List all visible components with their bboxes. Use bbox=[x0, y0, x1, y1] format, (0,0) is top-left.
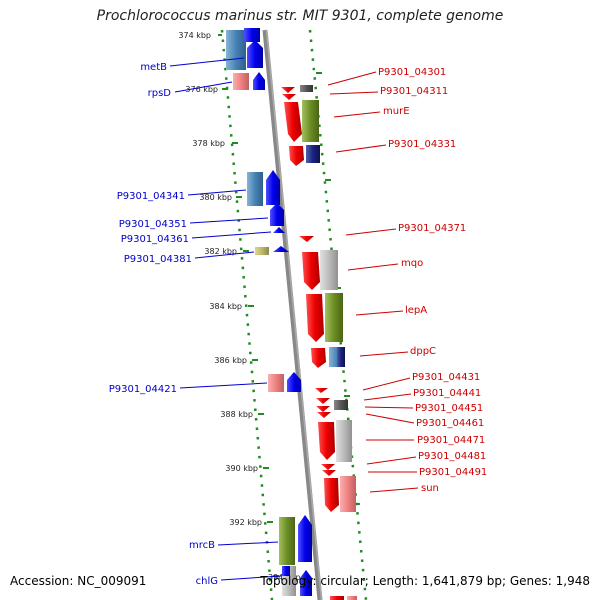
label-dppC: dppC bbox=[410, 346, 436, 357]
gene-P9301_04381-block bbox=[255, 247, 269, 255]
right-gene-track bbox=[281, 85, 357, 600]
right-gene-labels: P9301_04301 P9301_04311 murE P9301_04331… bbox=[378, 67, 487, 494]
label-metB: metB bbox=[140, 62, 167, 73]
gene-P9301_04421-block bbox=[268, 374, 284, 392]
label-P9301_04451: P9301_04451 bbox=[415, 403, 483, 414]
scale-label-376: 376 kbp bbox=[185, 85, 218, 94]
label-P9301_04381: P9301_04381 bbox=[124, 254, 192, 265]
label-lepA: lepA bbox=[405, 305, 427, 316]
gene-P9301_04431 bbox=[315, 388, 328, 393]
gene-P9301_04311-a bbox=[281, 87, 295, 93]
gene-P9301_04481 bbox=[321, 464, 335, 470]
gene-P9301_04471-arrow bbox=[318, 422, 335, 460]
label-chlG: chlG bbox=[196, 576, 218, 587]
label-P9301_04461: P9301_04461 bbox=[416, 418, 484, 429]
label-P9301_04431: P9301_04431 bbox=[412, 372, 480, 383]
label-P9301_04441: P9301_04441 bbox=[413, 388, 481, 399]
scale-label-378: 378 kbp bbox=[192, 139, 225, 148]
label-P9301_04481: P9301_04481 bbox=[418, 451, 486, 462]
left-leader-lines bbox=[169, 57, 282, 581]
gene-P9301_04331-arrow bbox=[289, 146, 304, 166]
scale-label-382: 382 kbp bbox=[204, 247, 237, 256]
scale-label-392: 392 kbp bbox=[229, 518, 262, 527]
label-sun: sun bbox=[421, 483, 439, 494]
gene-P9301_04421-arrow bbox=[287, 372, 301, 392]
gene-P9301_04461 bbox=[317, 412, 331, 418]
label-mqo: mqo bbox=[401, 258, 423, 269]
gene-P9301_04451 bbox=[316, 406, 330, 412]
gene-P9301_04301 bbox=[300, 85, 313, 92]
genome-title: Prochlorococcus marinus str. MIT 9301, c… bbox=[96, 8, 504, 24]
label-P9301_04331: P9301_04331 bbox=[388, 139, 456, 150]
label-murE: murE bbox=[383, 106, 410, 117]
gene-lepA-arrow bbox=[306, 294, 324, 342]
label-P9301_04361: P9301_04361 bbox=[121, 234, 189, 245]
label-P9301_04311: P9301_04311 bbox=[380, 86, 448, 97]
scale-label-380: 380 kbp bbox=[199, 193, 232, 202]
scale-label-386: 386 kbp bbox=[214, 356, 247, 365]
gene-P9301_04341-arrow bbox=[266, 170, 280, 205]
label-P9301_04301: P9301_04301 bbox=[378, 67, 446, 78]
scale-label-374: 374 kbp bbox=[178, 31, 211, 40]
gene-metB-arrow bbox=[247, 40, 263, 68]
left-gene-labels: metB rpsD P9301_04341 P9301_04351 P9301_… bbox=[109, 62, 218, 587]
right-leader-lines bbox=[327, 71, 419, 493]
gene-sun-arrow bbox=[324, 478, 339, 512]
backbone bbox=[262, 29, 323, 600]
gene-murE-block bbox=[302, 100, 319, 142]
gene-dppC-arrow bbox=[311, 348, 326, 368]
label-P9301_04371: P9301_04371 bbox=[398, 223, 466, 234]
gene-mqo-block bbox=[320, 250, 338, 290]
gene-P9301_04491 bbox=[322, 470, 336, 476]
gene-lepA-block bbox=[325, 293, 343, 342]
left-gene-track bbox=[226, 28, 312, 596]
gene-metB-block bbox=[226, 30, 246, 70]
gene-sun-block bbox=[340, 476, 356, 512]
gene-rpsD-arrow bbox=[253, 72, 265, 90]
gene-P9301_04441 bbox=[316, 398, 330, 404]
scale-label-384: 384 kbp bbox=[209, 302, 242, 311]
gene-murE-arrow bbox=[284, 102, 302, 142]
label-rpsD: rpsD bbox=[148, 88, 172, 99]
genome-summary: Topology: circular; Length: 1,641,879 bp… bbox=[260, 574, 590, 588]
gene-P9301_04341-block bbox=[247, 172, 263, 206]
gene-P9301_04381-arrow bbox=[273, 246, 289, 252]
gene-mrcB-arrow bbox=[298, 515, 312, 562]
gene-P9301_04371 bbox=[299, 236, 314, 242]
accession-text: Accession: NC_009091 bbox=[10, 574, 147, 588]
gene-P9301_04351 bbox=[270, 203, 284, 226]
gene-mrcB-block bbox=[279, 517, 295, 565]
gene-mqo-arrow bbox=[302, 252, 320, 290]
gene-P9301_04361 bbox=[273, 227, 285, 233]
scale-labels: 374 kbp 376 kbp 378 kbp 380 kbp 382 kbp … bbox=[178, 31, 300, 582]
label-P9301_04491: P9301_04491 bbox=[419, 467, 487, 478]
label-P9301_04421: P9301_04421 bbox=[109, 384, 177, 395]
gene-P9301_04331-block bbox=[306, 145, 320, 163]
gene-P9301_04471-block bbox=[336, 420, 352, 462]
label-P9301_04471: P9301_04471 bbox=[417, 435, 485, 446]
scale-label-388: 388 kbp bbox=[220, 410, 253, 419]
scale-label-390: 390 kbp bbox=[225, 464, 258, 473]
gene-rpsD-block bbox=[233, 73, 249, 90]
label-P9301_04341: P9301_04341 bbox=[117, 191, 185, 202]
label-mrcB: mrcB bbox=[189, 540, 215, 551]
label-P9301_04351: P9301_04351 bbox=[119, 219, 187, 230]
gene-P9301_04311-b bbox=[282, 94, 296, 100]
